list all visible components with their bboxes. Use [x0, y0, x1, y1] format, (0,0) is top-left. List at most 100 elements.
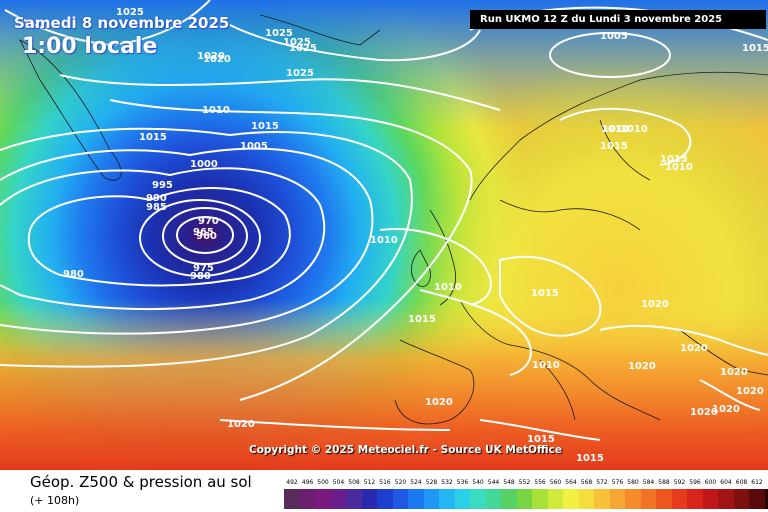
legend-tick-label: 544 — [487, 479, 500, 486]
legend-swatch — [764, 489, 768, 509]
legend-tick-label: 500 — [317, 479, 329, 486]
legend-tick-label: 540 — [472, 479, 484, 486]
isobar-label: 1000 — [190, 159, 218, 170]
isobar-label: 1015 — [660, 154, 688, 165]
isobar-label: 1020 — [736, 386, 764, 397]
legend-swatch — [346, 489, 362, 509]
legend-tick-label: 576 — [611, 479, 624, 486]
isobar-label: 1015 — [408, 314, 436, 325]
legend-swatch — [687, 489, 703, 509]
legend-tick-label: 612 — [751, 479, 763, 486]
legend-tick-label: 492 — [286, 479, 298, 486]
legend-swatch — [625, 489, 641, 509]
isobars — [0, 0, 768, 440]
weather-map: 1025 1025 1025 1025 1025 1020 1015 1015 1015 1005… — [0, 0, 768, 470]
legend-swatch — [377, 489, 393, 509]
legend-swatch — [640, 489, 656, 509]
isobar-label: 980 — [190, 271, 211, 282]
legend-tick-label: 572 — [596, 479, 608, 486]
isobar-label: 1015 — [531, 288, 559, 299]
isobar-label: 1010 — [532, 360, 560, 371]
legend-swatch — [439, 489, 455, 509]
legend-swatch — [749, 489, 765, 509]
legend-swatch — [516, 489, 532, 509]
legend-swatch — [454, 489, 470, 509]
legend-swatch — [609, 489, 625, 509]
isobar-label: 1015 — [251, 121, 279, 132]
valid-date: Samedi 8 novembre 2025 — [14, 14, 230, 32]
legend-tick-label: 608 — [735, 479, 748, 486]
legend-tick-label: 512 — [363, 479, 376, 486]
legend-swatch — [408, 489, 424, 509]
isobar-label: 1025 — [265, 28, 293, 39]
map-footer: Géop. Z500 & pression au sol (+ 108h) 49… — [0, 470, 768, 512]
legend-swatch — [547, 489, 563, 509]
isobar-label: 985 — [146, 202, 167, 213]
legend-swatch — [330, 489, 346, 509]
legend-swatch — [532, 489, 548, 509]
legend-swatch — [315, 489, 331, 509]
legend-tick-label: 536 — [456, 479, 469, 486]
chart-title: Géop. Z500 & pression au sol — [30, 473, 252, 491]
isobar-label: 1005 — [240, 141, 268, 152]
isobar-label: 1020 — [690, 407, 718, 418]
valid-time: 1:00 locale — [22, 34, 158, 59]
isobar-label: 1020 — [628, 361, 656, 372]
legend-swatch — [702, 489, 718, 509]
legend-tick-label: 588 — [658, 479, 670, 486]
isobar-label: 965 — [193, 227, 214, 238]
legend-swatch — [501, 489, 517, 509]
legend-swatch — [392, 489, 408, 509]
isobar-label: 1005 — [600, 31, 628, 42]
legend-tick-label: 596 — [689, 479, 701, 486]
isobar-label: 960 — [196, 231, 217, 242]
isobar-label: 990 — [146, 193, 167, 204]
isobar-label: 995 — [152, 180, 173, 191]
legend-swatch — [671, 489, 687, 509]
isobar-label: 1025 — [286, 68, 314, 79]
legend-swatch — [284, 489, 300, 509]
legend-swatch — [578, 489, 594, 509]
isobar-labels: 1025102510251025102510201015101510151005… — [63, 7, 768, 464]
legend-tick-label: 600 — [704, 479, 717, 486]
isobar-label: 980 — [63, 269, 84, 280]
coastlines — [19, 14, 768, 425]
isobar-label: 1020 — [197, 51, 225, 62]
isobar-label: 1020 — [641, 299, 669, 310]
legend-tick-label: 548 — [503, 479, 515, 486]
legend-swatch — [594, 489, 610, 509]
legend-swatch — [485, 489, 501, 509]
isobar-label: 1020 — [720, 367, 748, 378]
legend-tick-label: 580 — [627, 479, 639, 486]
isobar-label: 1020 — [425, 397, 453, 408]
isobar-label: 1025 — [283, 37, 311, 48]
legend-tick-label: 568 — [580, 479, 593, 486]
isobar-label: 1020 — [680, 343, 708, 354]
isobar-label: 1010 — [665, 162, 693, 173]
isobar-label: 1015 — [139, 132, 167, 143]
legend-swatch — [423, 489, 439, 509]
isobar-label: 1010 — [601, 124, 629, 135]
legend-tick-label: 508 — [348, 479, 360, 486]
isobar-label: 1020 — [203, 54, 231, 65]
legend-tick-label: 496 — [301, 479, 314, 486]
isobar-label: 1010 — [434, 282, 462, 293]
isobar-label: 1010 — [202, 105, 230, 116]
legend-tick-label: 604 — [720, 479, 732, 486]
legend-swatch — [361, 489, 377, 509]
legend-tick-label: 520 — [394, 479, 407, 486]
legend-color-bar — [284, 489, 768, 509]
legend-tick-label: 564 — [565, 479, 577, 486]
legend-tick-label: 556 — [534, 479, 546, 486]
legend-swatch — [733, 489, 749, 509]
legend-swatch — [299, 489, 315, 509]
copyright-notice: Copyright © 2025 Meteociel.fr - Source U… — [249, 444, 562, 456]
legend-tick-label: 504 — [332, 479, 345, 486]
legend-tick-label: 528 — [425, 479, 438, 486]
isobar-label: 975 — [193, 263, 214, 274]
legend-tick-label: 592 — [673, 479, 686, 486]
map-canvas: 1025102510251025102510201015101510151005… — [0, 0, 768, 470]
isobar-label: 1025 — [116, 7, 144, 18]
legend-swatch — [563, 489, 579, 509]
legend-swatch — [718, 489, 734, 509]
